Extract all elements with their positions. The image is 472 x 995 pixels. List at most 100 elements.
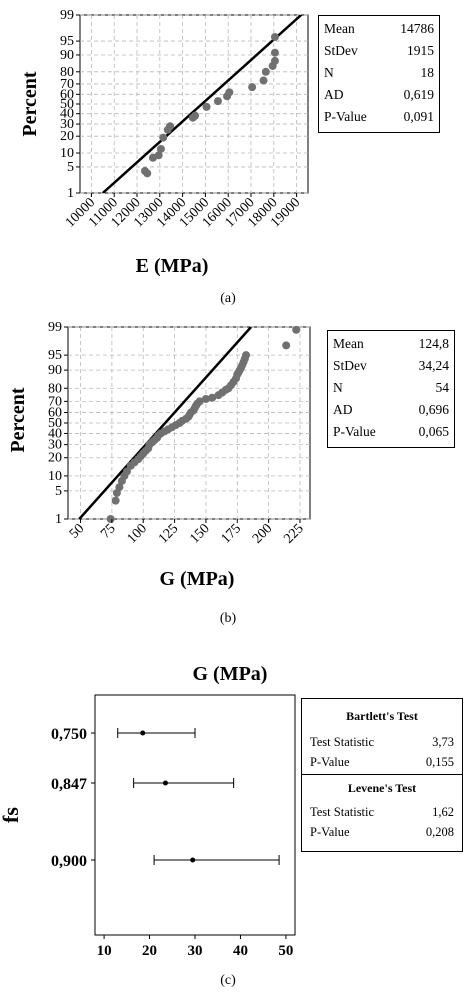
x-ticks-b: 50 75 100 125 150 175 200 225 — [67, 519, 307, 547]
x-ticks-c: 10 20 30 40 50 — [97, 935, 293, 959]
data-point — [143, 169, 152, 178]
y-tick-label: 70 — [48, 394, 62, 409]
stat-row: N 18 — [319, 62, 439, 84]
stat-row: Mean 124,8 — [328, 333, 454, 355]
y-tick-label: 1 — [55, 512, 62, 527]
x-axis-title-a: E (MPa) — [136, 255, 209, 277]
y-axis-title-c: fs — [0, 807, 23, 823]
x-tick-label: 20 — [142, 943, 157, 959]
stat-label: N — [324, 65, 334, 80]
data-point — [213, 97, 222, 106]
y-tick-label: 20 — [60, 129, 74, 144]
test-row: Test Statistic 1,62 — [302, 802, 462, 822]
stat-value: 54 — [435, 380, 450, 395]
y-tick-label: 0,750 — [51, 726, 87, 743]
data-point — [156, 144, 165, 153]
stat-label: StDev — [324, 43, 358, 58]
y-tick-label: 50 — [60, 97, 74, 112]
grid-b — [68, 326, 310, 520]
y-tick-label: 0,847 — [51, 776, 87, 793]
stat-value: 1915 — [407, 43, 434, 58]
stat-row: StDev 34,24 — [328, 355, 454, 377]
data-point — [248, 83, 257, 92]
y-tick-label: 40 — [48, 426, 62, 441]
y-tick-label: 95 — [48, 348, 62, 363]
stats-box-b: Mean 124,8 StDev 34,24 N 54 AD 0,696 P-Value… — [327, 330, 455, 448]
data-point — [201, 394, 210, 403]
stat-value: 18 — [420, 65, 435, 80]
y-tick-label: 90 — [60, 48, 74, 63]
data-point — [261, 67, 270, 76]
y-tick-label: 99 — [48, 320, 62, 335]
stat-label: AD — [324, 87, 344, 102]
y-ticks-c: 0,750 0,847 0,900 — [51, 726, 95, 870]
fit-line-a — [101, 15, 302, 193]
x-tick-label: 100 — [125, 521, 150, 546]
x-tick-label: 150 — [187, 521, 212, 546]
y-tick-label: 95 — [60, 34, 74, 49]
caption-a: (a) — [220, 291, 236, 306]
y-tick-label: 0,900 — [51, 853, 87, 870]
intervals-c — [117, 728, 280, 865]
stats-box-a: Mean 14786 StDev 1915 N 18 AD 0,619 P-Value 0… — [318, 15, 440, 133]
test-value: 0,155 — [425, 755, 454, 769]
grid-a — [80, 14, 308, 194]
y-tick-label: 90 — [48, 363, 62, 378]
y-tick-label: 30 — [48, 438, 62, 453]
stat-row: StDev 1915 — [319, 40, 439, 62]
stat-label: StDev — [333, 358, 367, 373]
data-point — [225, 88, 234, 97]
data-point — [159, 133, 168, 142]
stat-label: Mean — [324, 21, 355, 36]
y-axis-title-b: Percent — [7, 387, 29, 452]
data-point — [270, 33, 279, 42]
stat-value: 0,619 — [403, 87, 434, 102]
test-value: 0,208 — [425, 825, 454, 839]
y-tick-label: 5 — [55, 484, 62, 499]
chart-title-c: G (MPa) — [193, 663, 268, 685]
y-tick-label: 10 — [60, 146, 74, 161]
stat-row: N 54 — [328, 377, 454, 399]
data-point — [208, 393, 217, 402]
y-tick-label: 60 — [60, 87, 74, 102]
interval-center — [162, 780, 168, 786]
x-tick-label: 50 — [278, 943, 293, 959]
x-tick-label: 200 — [250, 521, 275, 546]
test-row: Test Statistic 3,73 — [302, 732, 462, 752]
data-point — [115, 483, 124, 492]
y-tick-label: 1 — [67, 186, 74, 201]
bartlett-test: Bartlett's Test Test Statistic 3,73 P-Val… — [302, 699, 462, 775]
stat-row: P-Value 0,091 — [319, 106, 439, 128]
test-row: P-Value 0,155 — [302, 752, 462, 772]
x-tick-label: 175 — [219, 521, 244, 546]
y-tick-label: 80 — [60, 65, 74, 80]
stat-label: AD — [333, 402, 353, 417]
caption-c: (c) — [220, 973, 236, 988]
data-point — [270, 56, 279, 65]
x-axis-title-b: G (MPa) — [160, 568, 235, 590]
data-point — [111, 496, 120, 505]
y-tick-label: 10 — [48, 469, 62, 484]
test-title: Levene's Test — [347, 781, 417, 795]
x-tick-label: 40 — [233, 943, 248, 959]
test-label: P-Value — [310, 825, 350, 839]
fit-line — [101, 15, 302, 193]
interval-plot-g: G (MPa) 0,750 0,847 0,900 10 20 30 40 50 fs (c… — [0, 663, 296, 988]
stat-value: 14786 — [400, 21, 434, 36]
stat-value: 0,091 — [403, 109, 434, 124]
test-title: Bartlett's Test — [346, 709, 418, 723]
test-box-c: Bartlett's Test Test Statistic 3,73 P-Val… — [301, 698, 463, 852]
test-value: 3,73 — [432, 735, 454, 749]
data-point — [106, 515, 115, 523]
stat-value: 0,696 — [418, 402, 449, 417]
stat-label: N — [333, 380, 343, 395]
stat-row: AD 0,696 — [328, 399, 454, 421]
data-point — [202, 102, 211, 111]
data-point — [270, 48, 279, 57]
interval-center — [140, 730, 146, 736]
stat-label: P-Value — [333, 424, 376, 439]
fit-line — [78, 327, 252, 519]
